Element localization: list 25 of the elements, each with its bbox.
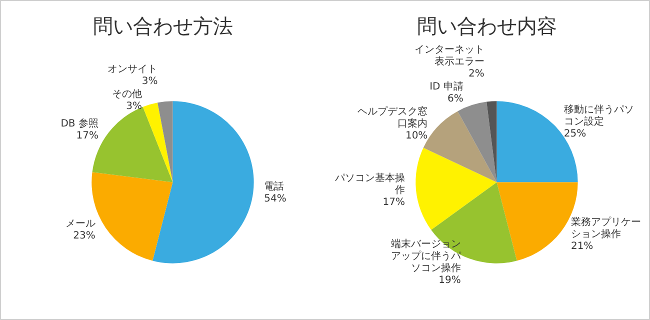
slice-label: DB 参照: [60, 118, 98, 130]
data-label: 3%: [142, 76, 158, 88]
data-label: 25%: [564, 128, 586, 140]
chart-title: 問い合わせ方法: [93, 14, 233, 38]
data-label: 2%: [468, 68, 484, 80]
data-label: 19%: [438, 274, 461, 286]
data-label: 23%: [73, 230, 96, 242]
slice-label: オンサイト: [108, 64, 158, 76]
slice-label: 移動に伴うパソコン設定: [564, 104, 634, 128]
data-label: 21%: [570, 240, 594, 252]
slice-label: ヘルプデスク窓口案内: [358, 106, 428, 130]
slice-label: 業務アプリケーション操作: [570, 216, 641, 240]
chart-title: 問い合わせ内容: [417, 14, 557, 38]
slice-label: パソコン基本操作: [334, 172, 406, 196]
slice-label: ID 申請: [430, 80, 464, 93]
data-label: 6%: [448, 94, 464, 105]
slice-label: 電話: [264, 180, 284, 192]
slice-label: インターネット表示エラー: [414, 44, 484, 68]
slice-label: その他: [112, 88, 142, 100]
slice-label: メール: [65, 218, 96, 230]
data-label: 17%: [76, 130, 98, 142]
data-label: 54%: [264, 193, 286, 204]
data-label: 17%: [382, 196, 406, 208]
data-label: 3%: [126, 101, 142, 112]
data-label: 10%: [405, 130, 428, 142]
